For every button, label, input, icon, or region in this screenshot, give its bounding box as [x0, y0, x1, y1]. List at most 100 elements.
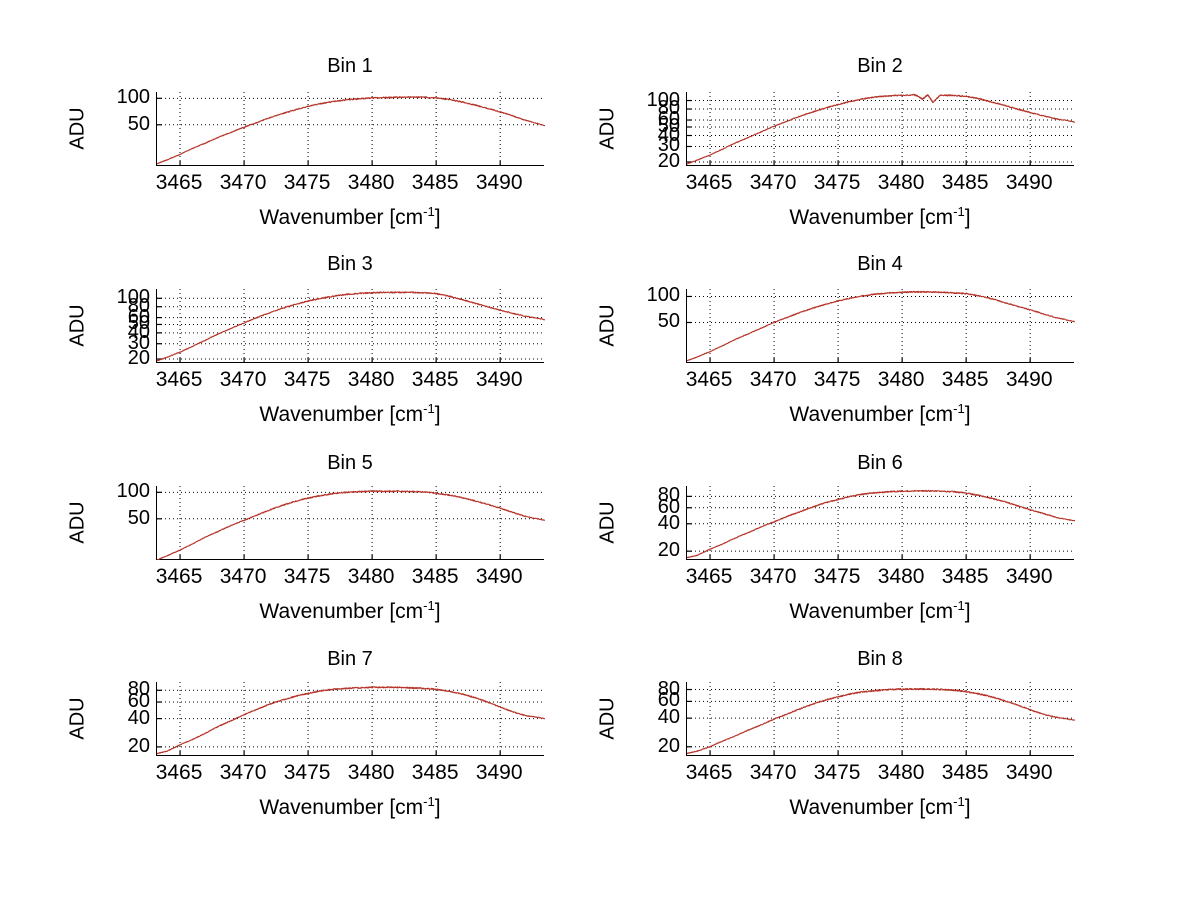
y-tick-label: 100	[116, 480, 150, 503]
y-tick-label: 20	[127, 347, 150, 370]
x-tick-label: 3480	[347, 368, 395, 391]
x-tick-label: 3465	[685, 565, 733, 588]
x-axis-label-text: Wavenumber [cm	[259, 600, 424, 623]
y-tick-label: 50	[127, 312, 150, 335]
y-axis-label: ADU	[66, 501, 89, 544]
x-axis-label: Wavenumber [cm-1]	[156, 794, 544, 820]
x-axis-label-bracket: ]	[964, 600, 971, 623]
data-line-spectrum	[157, 686, 545, 755]
subplot-title: Bin 1	[327, 55, 373, 77]
x-tick-label: 3475	[283, 171, 331, 194]
x-axis-label-bracket: ]	[964, 206, 971, 229]
x-axis-label: Wavenumber [cm-1]	[686, 794, 1074, 820]
plot-area	[156, 486, 545, 560]
x-tick-label: 3480	[347, 171, 395, 194]
x-tick-label: 3470	[749, 368, 797, 391]
data-line-spectrum	[687, 687, 1075, 755]
y-tick-label: 50	[657, 114, 680, 137]
x-tick-label: 3475	[283, 761, 331, 784]
y-tick-label: 60	[127, 305, 150, 328]
data-line-spectrum	[157, 96, 545, 165]
plot-area	[156, 682, 545, 756]
y-tick-label: 40	[127, 320, 150, 343]
x-tick-label: 3465	[685, 368, 733, 391]
x-tick-label: 3475	[813, 368, 861, 391]
x-axis-label-bracket: ]	[964, 403, 971, 426]
plot-canvas	[157, 92, 545, 166]
x-tick-label: 3465	[155, 761, 203, 784]
x-tick-label: 3470	[749, 761, 797, 784]
x-tick-label: 3485	[941, 171, 989, 194]
plot-canvas	[687, 289, 1075, 363]
x-tick-label: 3470	[219, 761, 267, 784]
subplot-title: Bin 4	[857, 253, 903, 275]
y-tick-label: 80	[127, 678, 150, 701]
y-tick-label: 100	[116, 86, 150, 109]
x-axis-label: Wavenumber [cm-1]	[686, 204, 1074, 230]
x-tick-label: 3490	[1005, 761, 1053, 784]
x-axis-label-text: Wavenumber [cm	[259, 403, 424, 426]
x-axis-label-exponent: -1	[953, 401, 965, 416]
y-tick-label: 20	[657, 539, 680, 562]
y-axis-label: ADU	[596, 107, 619, 150]
x-axis-label-exponent: -1	[423, 401, 435, 416]
plot-area	[156, 289, 545, 363]
data-line-spectrum	[687, 489, 1075, 559]
x-axis-label-text: Wavenumber [cm	[789, 796, 954, 819]
x-axis-label-bracket: ]	[434, 600, 441, 623]
y-tick-label: 60	[127, 690, 150, 713]
x-tick-label: 3485	[411, 171, 459, 194]
y-tick-label: 20	[127, 734, 150, 757]
subplot-title: Bin 8	[857, 648, 903, 670]
x-tick-label: 3475	[813, 171, 861, 194]
y-tick-label: 20	[657, 734, 680, 757]
plot-canvas	[687, 92, 1075, 166]
data-line-spectrum	[157, 490, 545, 560]
data-line-spectrum	[687, 93, 1075, 165]
x-axis-label-text: Wavenumber [cm	[259, 206, 424, 229]
x-tick-label: 3485	[411, 565, 459, 588]
x-tick-label: 3485	[411, 761, 459, 784]
x-tick-label: 3490	[1005, 171, 1053, 194]
x-tick-label: 3475	[813, 761, 861, 784]
x-tick-label: 3480	[347, 565, 395, 588]
x-tick-label: 3490	[475, 761, 523, 784]
data-line-spectrum	[687, 290, 1075, 362]
y-tick-label: 60	[657, 108, 680, 131]
x-axis-label-exponent: -1	[953, 204, 965, 219]
x-tick-label: 3475	[283, 565, 331, 588]
y-tick-label: 100	[116, 286, 150, 309]
x-tick-label: 3480	[877, 171, 925, 194]
x-tick-label: 3470	[749, 565, 797, 588]
data-line-spectrum	[157, 291, 545, 362]
x-tick-label: 3465	[685, 761, 733, 784]
x-axis-label-exponent: -1	[953, 794, 965, 809]
x-tick-label: 3465	[155, 565, 203, 588]
x-tick-label: 3480	[877, 761, 925, 784]
y-tick-label: 80	[127, 294, 150, 317]
subplot-title: Bin 7	[327, 648, 373, 670]
x-tick-label: 3485	[941, 565, 989, 588]
x-axis-label: Wavenumber [cm-1]	[156, 401, 544, 427]
y-axis-label: ADU	[66, 107, 89, 150]
x-tick-label: 3470	[219, 171, 267, 194]
y-tick-label: 40	[657, 511, 680, 534]
x-tick-label: 3490	[475, 171, 523, 194]
plot-canvas	[157, 486, 545, 560]
plot-area	[156, 92, 545, 166]
x-tick-label: 3480	[877, 565, 925, 588]
x-axis-label-exponent: -1	[423, 794, 435, 809]
y-tick-label: 50	[657, 310, 680, 333]
plot-area	[686, 682, 1075, 756]
y-tick-label: 20	[657, 149, 680, 172]
x-axis-label-text: Wavenumber [cm	[789, 403, 954, 426]
plot-canvas	[687, 486, 1075, 560]
